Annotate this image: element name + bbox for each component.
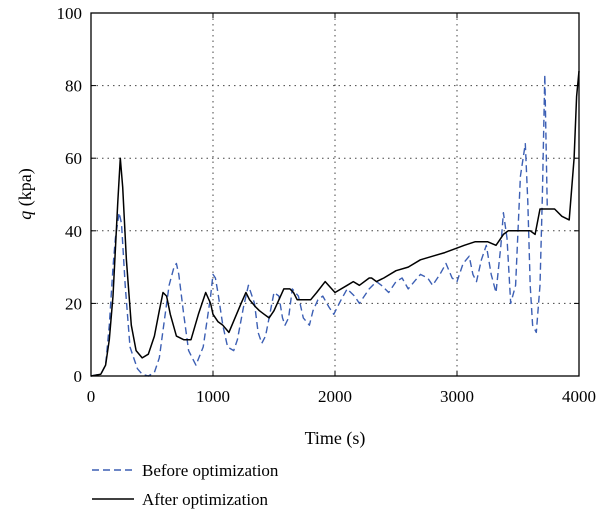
y-axis-unit: (kpa) xyxy=(15,168,36,210)
x-tick-label: 4000 xyxy=(562,387,596,406)
x-axis-label: Time (s) xyxy=(305,428,366,449)
grid-lines xyxy=(91,13,579,376)
series-line-after xyxy=(90,71,580,377)
y-axis-variable: q xyxy=(15,211,35,220)
legend: Before optimization After optimization xyxy=(92,461,279,509)
x-tick-label: 3000 xyxy=(440,387,474,406)
legend-label: After optimization xyxy=(142,490,269,509)
y-tick-label: 60 xyxy=(65,149,82,168)
series-lines xyxy=(90,71,580,377)
x-ticks: 0 1000 2000 3000 4000 xyxy=(87,13,596,406)
x-tick-label: 0 xyxy=(87,387,96,406)
legend-label: Before optimization xyxy=(142,461,279,480)
y-tick-label: 0 xyxy=(74,367,83,386)
y-tick-label: 40 xyxy=(65,222,82,241)
y-ticks: 0 20 40 60 80 100 xyxy=(57,4,579,386)
series-line-before xyxy=(90,73,548,377)
x-tick-label: 1000 xyxy=(196,387,230,406)
x-tick-label: 2000 xyxy=(318,387,352,406)
y-axis-label: q (kpa) xyxy=(15,168,36,219)
y-tick-label: 100 xyxy=(57,4,83,23)
y-tick-label: 80 xyxy=(65,77,82,96)
y-tick-label: 20 xyxy=(65,294,82,313)
